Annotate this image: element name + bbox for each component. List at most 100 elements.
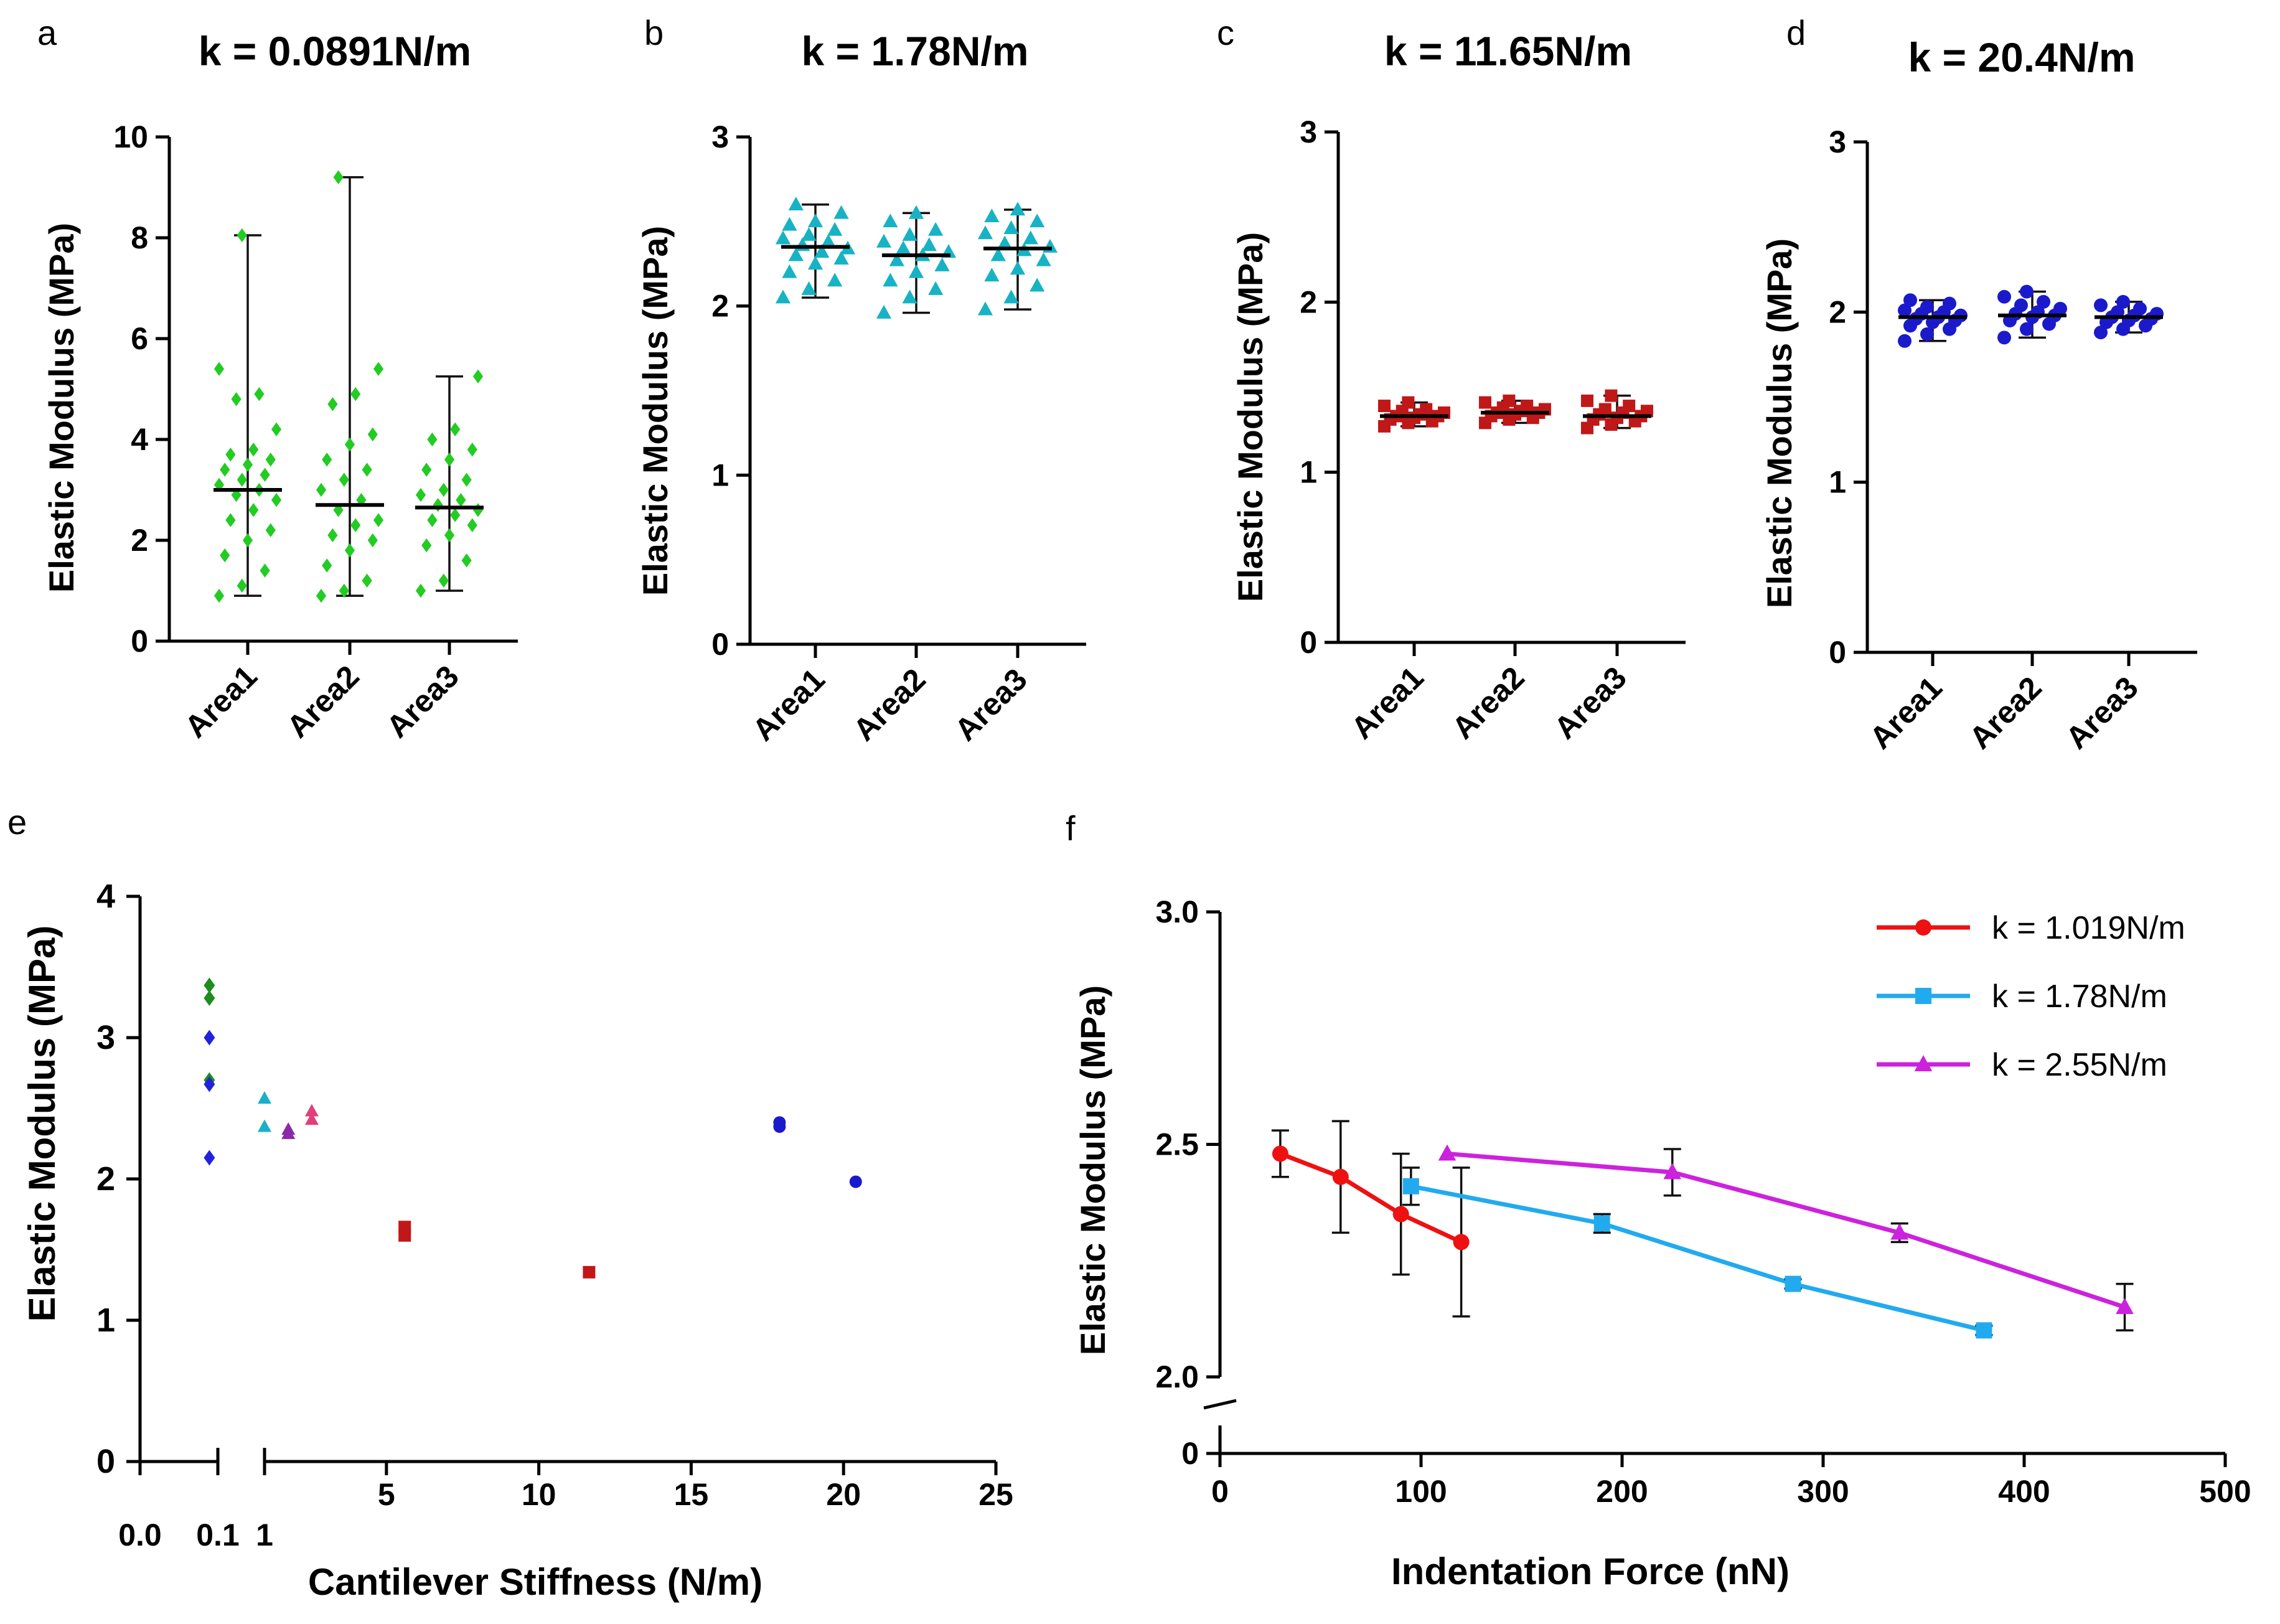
- data-point-e: [281, 1126, 296, 1139]
- panel-title-c: k = 11.65N/m: [1384, 28, 1632, 74]
- data-point-b: [883, 273, 898, 287]
- panel-letter-d: d: [1786, 13, 1806, 52]
- x-tick-label-d: Area3: [2059, 670, 2145, 756]
- x-tick-label-b: Area3: [948, 662, 1034, 748]
- data-point-a: [242, 533, 253, 548]
- series-line-f: [1447, 1151, 2126, 1310]
- x-tick-label-f: 0: [1211, 1474, 1229, 1509]
- panel-title-b: k = 1.78N/m: [801, 28, 1028, 74]
- data-point-b: [908, 264, 924, 278]
- data-point-f: [1593, 1215, 1610, 1232]
- data-point-b: [1042, 238, 1058, 253]
- data-point-b: [827, 273, 843, 287]
- y-tick-label-b: 0: [711, 627, 729, 662]
- y-tick-label-a: 4: [131, 422, 148, 457]
- y-tick-label-f: 3.0: [1155, 894, 1199, 929]
- data-point-a: [265, 453, 276, 467]
- data-point-a: [438, 482, 449, 497]
- y-tick-label-d: 0: [1829, 635, 1846, 670]
- data-point-c: [1503, 394, 1516, 407]
- y-tick-label-a: 10: [113, 120, 148, 154]
- data-point-e: [204, 990, 215, 1006]
- data-point-b: [928, 281, 944, 295]
- data-point-a: [433, 498, 443, 512]
- data-point-b: [997, 235, 1013, 250]
- data-point-f: [1453, 1234, 1470, 1251]
- x-tick-label-f: 300: [1797, 1474, 1849, 1509]
- data-point-a: [220, 462, 230, 477]
- data-point-d: [1920, 327, 1934, 341]
- data-point-b: [833, 250, 849, 265]
- y-tick-label-c: 0: [1300, 625, 1317, 660]
- data-point-f: [1785, 1275, 1801, 1292]
- data-point-b: [984, 209, 1000, 223]
- x-tick-label-e: 0.0: [118, 1518, 162, 1552]
- data-point-b: [984, 268, 1000, 282]
- data-point-a: [427, 513, 438, 527]
- data-point-e: [258, 1119, 271, 1132]
- data-point-b: [1036, 252, 1051, 266]
- y-tick-label-a: 0: [131, 624, 148, 659]
- data-point-b: [928, 222, 944, 236]
- legend-label-f: k = 2.55N/m: [1992, 1047, 2167, 1083]
- data-point-d: [1943, 296, 1956, 311]
- data-point-b: [788, 247, 804, 261]
- legend-marker-f: [1915, 919, 1931, 936]
- x-tick-label-c: Area1: [1344, 660, 1430, 746]
- data-point-e: [204, 1150, 215, 1166]
- data-point-b: [833, 205, 849, 219]
- data-point-b: [827, 222, 843, 236]
- data-point-b: [788, 197, 804, 211]
- data-point-a: [467, 518, 477, 532]
- data-point-a: [415, 583, 426, 598]
- x-tick-label-c: Area3: [1547, 660, 1633, 746]
- data-point-a: [444, 453, 455, 467]
- y-tick-label-b: 1: [711, 458, 729, 492]
- data-point-b: [902, 227, 917, 241]
- data-point-b: [807, 214, 823, 228]
- series-line-f: [1410, 1184, 1985, 1333]
- data-point-f: [1332, 1168, 1349, 1185]
- legend-label-f: k = 1.019N/m: [1992, 910, 2185, 946]
- data-point-a: [271, 422, 282, 437]
- data-point-a: [254, 387, 265, 401]
- data-point-a: [438, 573, 449, 588]
- y-tick-label-f: 2.5: [1155, 1127, 1199, 1162]
- data-point-c: [1605, 389, 1618, 402]
- panel-letter-a: a: [37, 13, 57, 52]
- data-point-c: [1521, 400, 1534, 413]
- data-point-c: [1378, 400, 1391, 413]
- data-point-b: [977, 225, 993, 240]
- x-tick-label-d: Area2: [1963, 670, 2048, 756]
- data-point-a: [450, 422, 461, 437]
- data-point-b: [782, 264, 797, 278]
- data-point-f: [1402, 1178, 1419, 1195]
- x-tick-label-e: 20: [826, 1477, 861, 1512]
- x-tick-label-d: Area1: [1863, 670, 1949, 756]
- panel-e: e Elastic Modulus (MPa) Cantilever Stiff…: [7, 802, 1013, 1603]
- data-point-a: [339, 472, 349, 487]
- y-tick-label-e: 0: [96, 1443, 115, 1480]
- x-tick-label-f: 100: [1395, 1474, 1447, 1509]
- data-point-c: [1623, 400, 1636, 413]
- data-point-a: [260, 467, 270, 482]
- y-tick-label-a: 2: [131, 523, 148, 558]
- data-point-b: [902, 289, 917, 304]
- data-point-b: [934, 257, 950, 271]
- x-tick-label-f: 500: [2199, 1474, 2251, 1509]
- data-point-a: [427, 432, 438, 447]
- data-point-d: [2053, 301, 2067, 316]
- data-point-d: [1903, 293, 1917, 307]
- x-tick-label-a: Area1: [178, 659, 264, 744]
- data-point-a: [333, 170, 344, 185]
- y-tick-label-b: 2: [711, 289, 729, 324]
- data-point-f: [1663, 1163, 1682, 1180]
- data-point-f: [1976, 1322, 1992, 1339]
- panel-letter-b: b: [644, 13, 664, 52]
- data-point-a: [461, 553, 472, 568]
- data-point-a: [472, 503, 484, 517]
- data-point-a: [327, 528, 338, 543]
- data-point-e: [583, 1265, 596, 1279]
- data-point-d: [2116, 294, 2130, 309]
- data-point-a: [322, 453, 332, 467]
